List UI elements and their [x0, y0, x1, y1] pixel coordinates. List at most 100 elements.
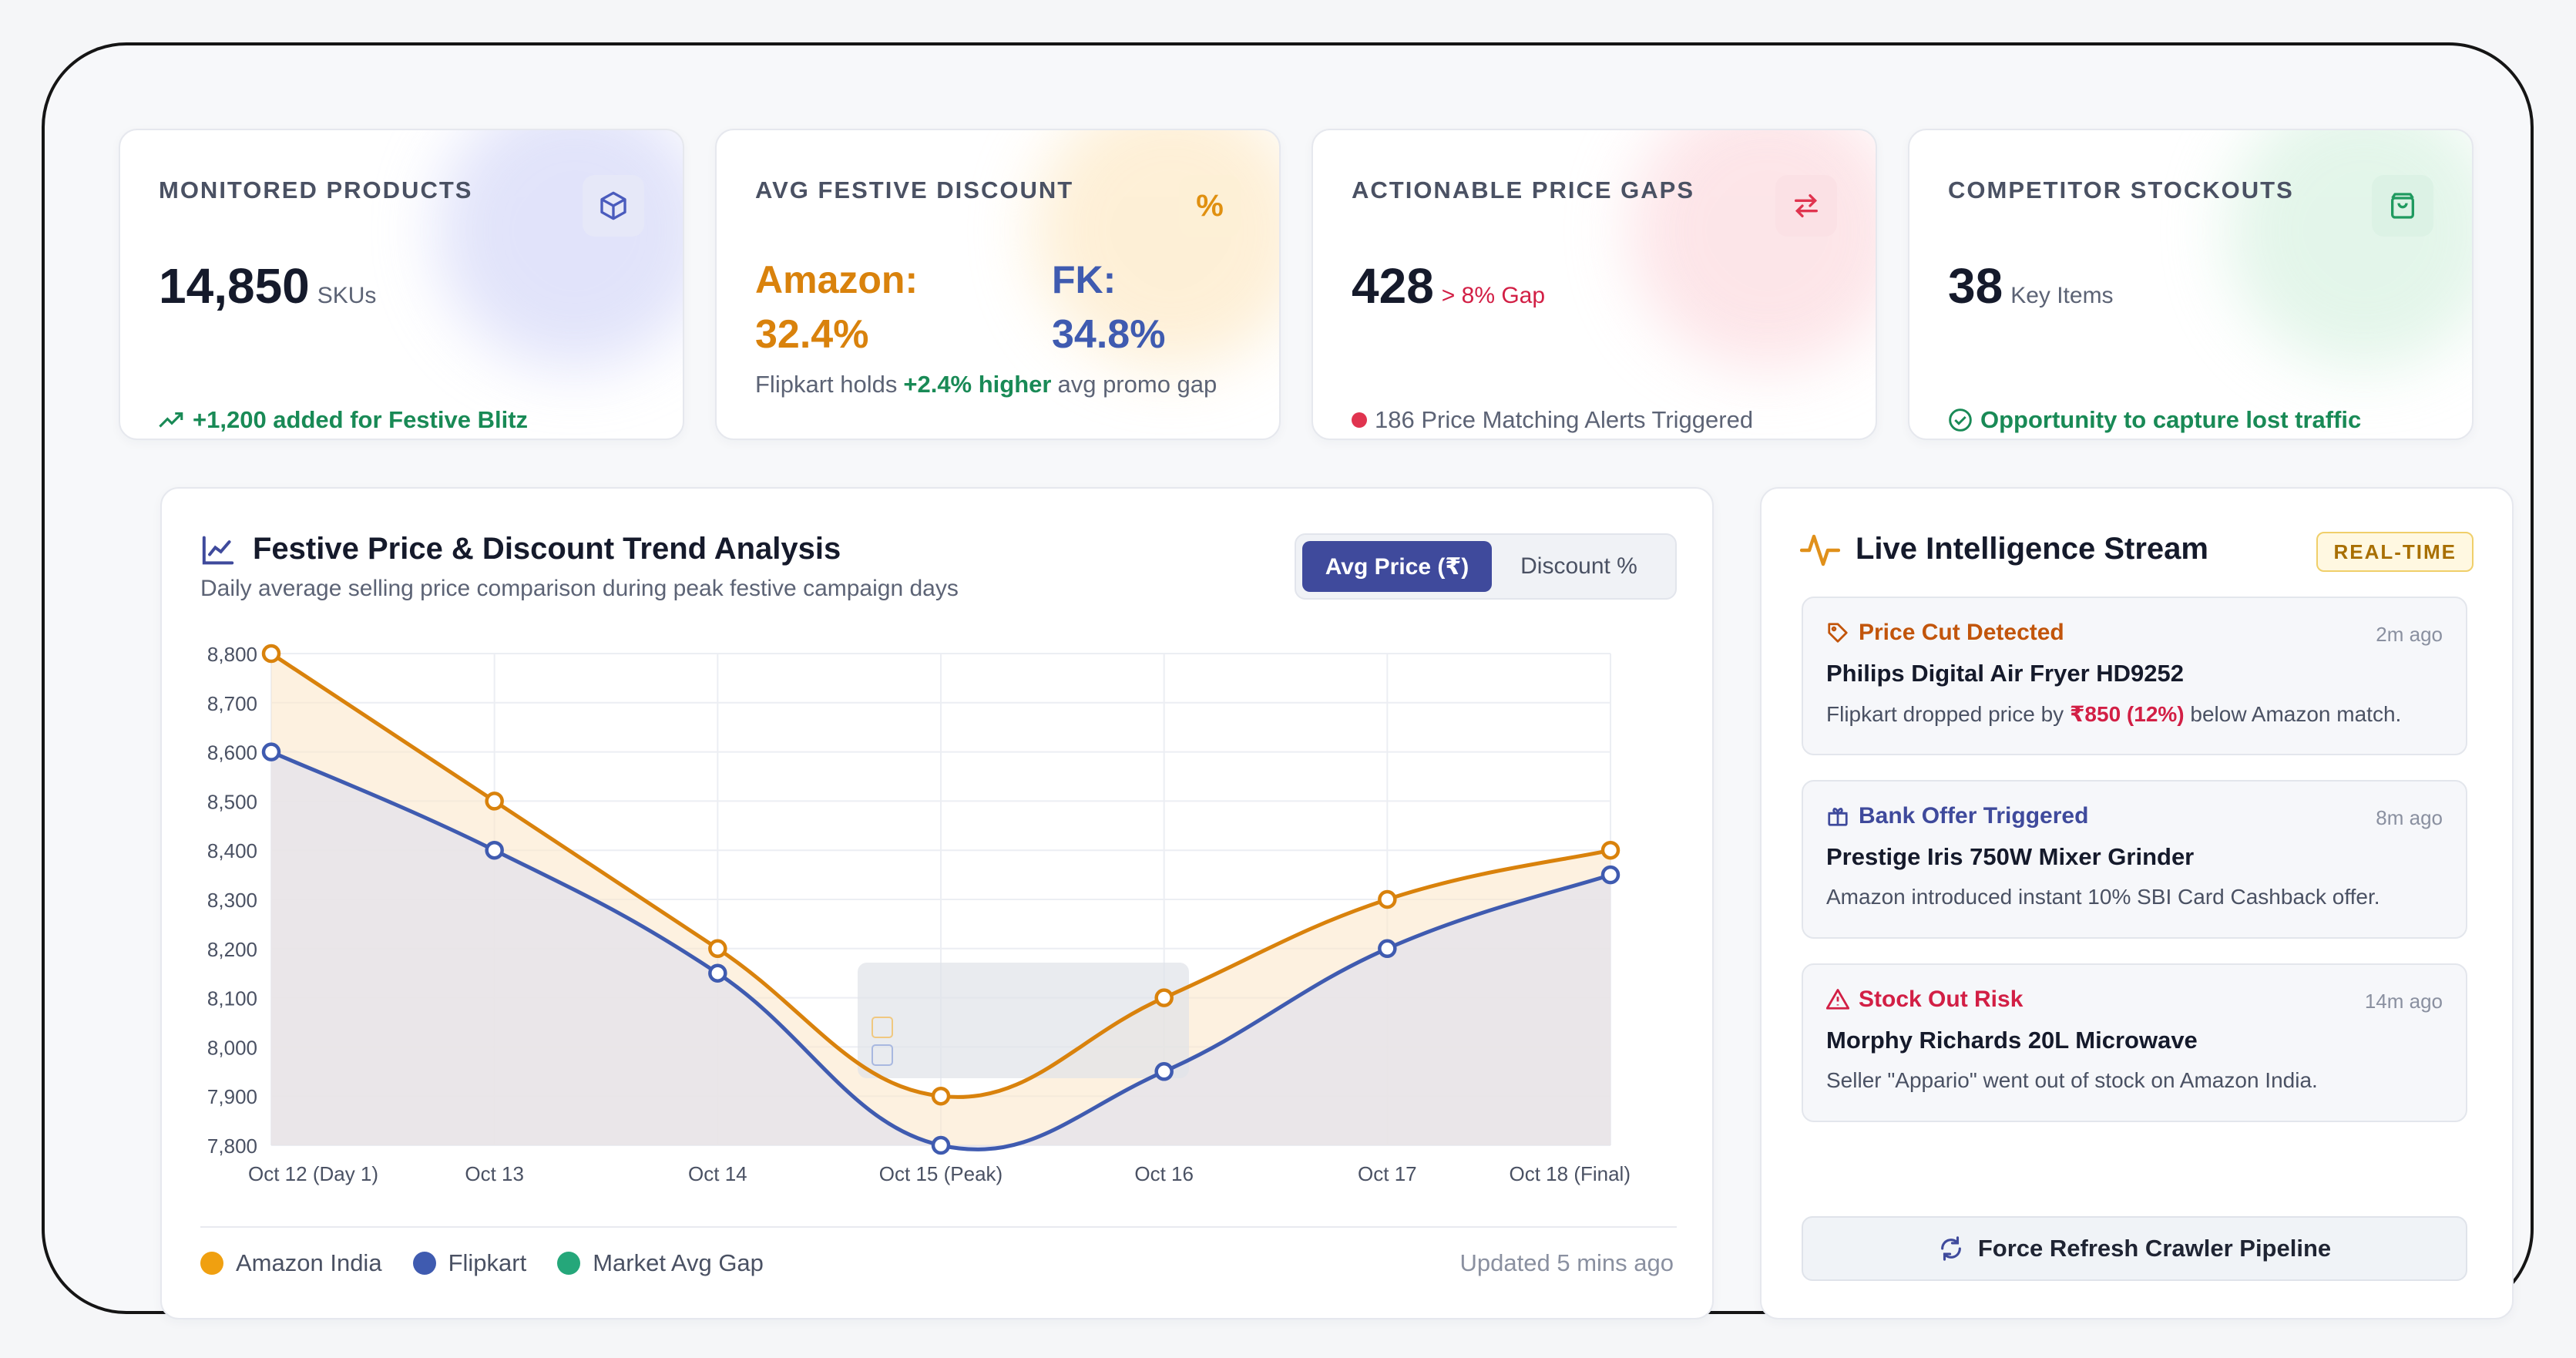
alert-stock-out[interactable]: Stock Out Risk 14m ago Morphy Richards 2…: [1802, 963, 2467, 1122]
desc-suffix: below Amazon match.: [2190, 702, 2402, 726]
x-tick-label: Oct 17: [1358, 1162, 1417, 1185]
x-tick-label: Oct 12 (Day 1): [248, 1162, 378, 1185]
force-refresh-button[interactable]: Force Refresh Crawler Pipeline: [1802, 1216, 2467, 1281]
amazon-point: [1154, 988, 1174, 1007]
flipkart-point: [931, 1135, 951, 1155]
amazon-point: [485, 792, 504, 811]
warning-triangle-icon: [1826, 989, 1849, 1010]
check-circle-icon: [1949, 408, 1972, 432]
subtext-suffix: avg promo gap: [1057, 371, 1217, 398]
kpi-subtext: 186 Price Matching Alerts Triggered: [1352, 406, 1753, 434]
x-tick-label: Oct 18 (Final): [1510, 1162, 1631, 1185]
kpi-card-actionable-price-gaps: ACTIONABLE PRICE GAPS 428 > 8% Gap 186 Pr…: [1312, 129, 1877, 440]
updated-timestamp: Updated 5 mins ago: [1459, 1249, 1674, 1276]
alert-type: Price Cut Detected: [1826, 620, 2064, 646]
y-tick-label: 8,200: [207, 938, 257, 961]
subtext-highlight: +2.4% higher: [903, 371, 1052, 398]
legend-item-amazon[interactable]: Amazon India: [200, 1249, 382, 1277]
tooltip-swatch-amazon: [872, 1017, 893, 1038]
y-tick-label: 7,800: [207, 1134, 257, 1158]
alert-type: Bank Offer Triggered: [1826, 803, 2088, 829]
y-tick-label: 8,300: [207, 889, 257, 912]
amazon-point: [261, 644, 281, 664]
alert-product: Philips Digital Air Fryer HD9252: [1826, 660, 2185, 687]
kpi-subtext-label: 186 Price Matching Alerts Triggered: [1375, 406, 1754, 433]
refresh-icon: [1940, 1236, 1961, 1261]
amazon-point: [708, 939, 727, 959]
legend-item-flipkart[interactable]: Flipkart: [412, 1249, 527, 1277]
kpi-gap-label: > 8% Gap: [1441, 283, 1546, 308]
tag-icon: [1828, 623, 1848, 643]
y-tick-label: 8,600: [207, 741, 257, 765]
amazon-point: [931, 1086, 951, 1106]
toggle-discount[interactable]: Discount %: [1520, 553, 1637, 579]
x-tick-label: Oct 14: [688, 1162, 747, 1185]
activity-pulse-icon: [1800, 534, 1840, 566]
legend-dot: [200, 1252, 223, 1275]
kpi-unit: Key Items: [2010, 283, 2114, 308]
x-tick-label: Oct 15 (Peak): [879, 1162, 1003, 1185]
y-tick-label: 8,400: [207, 839, 257, 862]
legend-label: Amazon India: [236, 1249, 382, 1276]
kpi-value: 38 Key Items: [1948, 257, 2114, 314]
stream-title: Live Intelligence Stream: [1856, 532, 2208, 566]
alert-time: 8m ago: [2376, 806, 2443, 829]
flipkart-discount-label: FK:: [1052, 258, 1117, 301]
flipkart-point: [708, 963, 727, 983]
desc-highlight: ₹850 (12%): [2069, 702, 2185, 726]
kpi-value: 14,850 SKUs: [159, 257, 376, 314]
amazon-discount-label: Amazon:: [755, 258, 919, 301]
price-trend-chart: 8,800 8,700 8,600 8,500 8,400 8,300 8,200 8,100…: [207, 643, 1631, 1185]
alert-time: 2m ago: [2376, 623, 2443, 646]
kpi-number: 38: [1948, 258, 2003, 314]
kpi-title: ACTIONABLE PRICE GAPS: [1352, 176, 1695, 203]
metric-toggle: Avg Price (₹) Discount %: [1295, 533, 1677, 600]
legend-label: Market Avg Gap: [593, 1249, 764, 1276]
kpi-subtext: Flipkart holds +2.4% higher avg promo ga…: [755, 371, 1217, 398]
gift-icon: [1828, 808, 1848, 826]
kpi-value: 428 > 8% Gap: [1352, 257, 1545, 314]
alert-product: Prestige Iris 750W Mixer Grinder: [1826, 843, 2195, 870]
realtime-badge: REAL-TIME: [2316, 532, 2474, 572]
kpi-subtext: Opportunity to capture lost traffic: [1948, 406, 2361, 434]
tooltip-swatch-flipkart: [872, 1044, 893, 1066]
kpi-subtext-label: Opportunity to capture lost traffic: [1980, 406, 2362, 433]
kpi-title: MONITORED PRODUCTS: [159, 176, 473, 203]
line-chart-icon: [202, 536, 234, 565]
legend-dot: [412, 1252, 436, 1275]
app-frame: MONITORED PRODUCTS 14,850 SKUs +1,200 add…: [42, 42, 2534, 1319]
kpi-title: AVG FESTIVE DISCOUNT: [755, 176, 1074, 203]
kpi-number: 428: [1352, 258, 1434, 314]
red-dot-icon: [1352, 412, 1367, 428]
y-tick-label: 7,900: [207, 1085, 257, 1108]
tooltip-box: [858, 963, 1189, 1078]
y-tick-label: 8,500: [207, 790, 257, 813]
alert-bank-offer[interactable]: Bank Offer Triggered 8m ago Prestige Iri…: [1802, 780, 2467, 939]
amazon-point: [1378, 889, 1397, 909]
alert-description: Flipkart dropped price by ₹850 (12%) bel…: [1826, 701, 2401, 727]
percent-icon: %: [1179, 175, 1241, 237]
flipkart-discount-value: 34.8%: [1052, 312, 1166, 357]
flipkart-point: [485, 840, 504, 860]
y-tick-label: 8,800: [207, 643, 257, 666]
alert-price-cut[interactable]: Price Cut Detected 2m ago Philips Digita…: [1802, 597, 2467, 755]
toggle-avg-price[interactable]: Avg Price (₹): [1302, 541, 1492, 592]
alert-product: Morphy Richards 20L Microwave: [1826, 1027, 2198, 1054]
flipkart-point: [261, 742, 281, 761]
shopping-bag-icon: [2372, 175, 2433, 237]
legend-label: Flipkart: [448, 1249, 527, 1276]
chart-title: Festive Price & Discount Trend Analysis: [253, 532, 841, 566]
alert-type-label: Stock Out Risk: [1859, 987, 2024, 1012]
alert-description: Amazon introduced instant 10% SBI Card C…: [1826, 885, 2380, 909]
kpi-subtext: +1,200 added for Festive Blitz: [159, 406, 528, 434]
refresh-button-label: Force Refresh Crawler Pipeline: [1977, 1235, 2332, 1262]
chart-subtitle: Daily average selling price comparison d…: [200, 576, 959, 601]
amazon-discount-value: 32.4%: [755, 312, 869, 357]
legend-item-market-avg-gap[interactable]: Market Avg Gap: [557, 1249, 764, 1277]
y-tick-label: 8,100: [207, 987, 257, 1010]
legend-divider: [200, 1226, 1677, 1228]
flipkart-point: [1378, 939, 1397, 959]
card-glow: [1629, 130, 1876, 369]
alert-type-label: Bank Offer Triggered: [1859, 803, 2089, 829]
flipkart-point: [1154, 1062, 1174, 1081]
